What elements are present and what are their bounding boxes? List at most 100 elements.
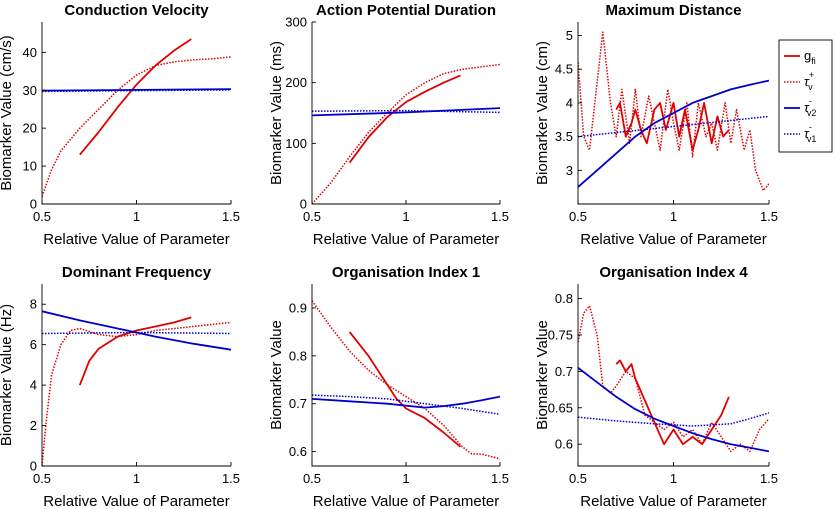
y-tick-label: 40 xyxy=(23,45,37,60)
x-tick-label: 0.5 xyxy=(303,209,321,224)
series-line-g-fi xyxy=(348,331,462,448)
y-tick-label: 300 xyxy=(285,15,307,30)
x-tick-label: 1.5 xyxy=(222,471,240,486)
y-tick-label: 4.5 xyxy=(555,62,573,77)
y-axis-label: Biomarker Value (cm/s) xyxy=(0,35,15,191)
series-line-tau-v2-minus xyxy=(578,366,769,453)
x-axis-label: Relative Value of Parameter xyxy=(43,231,229,248)
chart-panel-dominant-frequency: 0.5 1 1.5 0 2 4 6 8 Dominant Frequency Relative V… xyxy=(0,264,240,509)
x-axis-label: Relative Value of Parameter xyxy=(580,493,766,509)
chart-title: Organisation Index 1 xyxy=(332,264,480,281)
chart-panel-conduction-velocity: 0.5 1 1.5 0 10 20 30 40 Conduction Velocity Relat… xyxy=(0,2,240,248)
series-line-tau-v1-minus xyxy=(578,412,769,427)
chart-panel-maximum-distance: 0.5 1 1.5 3 3.5 4 4.5 5 Maximum Distance Relative… xyxy=(534,2,778,248)
y-tick-label: 0 xyxy=(30,459,37,474)
series-line-tau-v-plus xyxy=(42,321,231,466)
y-tick-label: 30 xyxy=(23,83,37,98)
y-tick-label: 4 xyxy=(30,378,37,393)
y-axis-label: Biomarker Value (ms) xyxy=(268,41,285,185)
x-tick-label: 0.5 xyxy=(303,471,321,486)
y-tick-label: 20 xyxy=(23,121,37,136)
series-line-tau-v2-minus xyxy=(312,107,500,117)
x-tick-label: 1.5 xyxy=(491,471,509,486)
chart-panel-organisation-index-4: 0.5 1 1.5 0.6 0.65 0.7 0.75 0.8 Organisation Ind… xyxy=(534,264,778,509)
chart-title: Organisation Index 4 xyxy=(599,264,748,281)
series-line-tau-v1-minus xyxy=(312,394,500,416)
x-tick-label: 1 xyxy=(402,209,409,224)
x-tick-label: 1.5 xyxy=(760,209,778,224)
y-tick-label: 0 xyxy=(300,197,307,212)
series-line-tau-v-plus xyxy=(578,31,769,192)
series-line-tau-v2-minus xyxy=(42,88,231,92)
series-line-g-fi xyxy=(615,102,730,152)
chart-title: Conduction Velocity xyxy=(64,2,209,19)
series-line-g-fi xyxy=(615,359,730,446)
legend-item-tau-v-plus: τ+ v xyxy=(784,70,814,92)
x-tick-label: 1.5 xyxy=(222,209,240,224)
y-tick-label: 0.75 xyxy=(548,327,573,342)
chart-title: Maximum Distance xyxy=(606,2,742,19)
x-tick-label: 1 xyxy=(133,471,140,486)
series-line-g-fi xyxy=(79,38,192,156)
legend-label-g-fi: gfi xyxy=(804,48,816,66)
legend-label-tau-v2-minus: τ-v2 xyxy=(804,96,816,118)
x-tick-label: 1.5 xyxy=(760,471,778,486)
y-tick-label: 0 xyxy=(30,197,37,212)
series-line-tau-v2-minus xyxy=(578,79,769,188)
series-line-tau-v-plus xyxy=(42,56,231,197)
legend-item-tau-v1-minus: τ-v1 xyxy=(784,122,816,144)
x-tick-label: 1 xyxy=(670,471,677,486)
y-tick-label: 0.65 xyxy=(548,400,573,415)
x-tick-label: 1.5 xyxy=(491,209,509,224)
chart-panel-action-potential-duration: 0.5 1 1.5 0 100 200 300 Action Potential Durati… xyxy=(268,2,509,248)
y-axis-label: Biomarker Value (Hz) xyxy=(0,304,15,446)
x-axis-label: Relative Value of Parameter xyxy=(43,493,229,509)
x-tick-label: 0.5 xyxy=(569,471,587,486)
x-axis-label: Relative Value of Parameter xyxy=(580,231,766,248)
series-line-tau-v1-minus xyxy=(578,115,769,138)
x-tick-label: 0.5 xyxy=(33,209,51,224)
series-line-tau-v-plus xyxy=(578,305,769,453)
y-tick-label: 100 xyxy=(285,136,307,151)
y-tick-label: 10 xyxy=(23,159,37,174)
x-tick-label: 1 xyxy=(402,471,409,486)
chart-title: Action Potential Duration xyxy=(316,2,496,19)
x-tick-label: 0.5 xyxy=(33,471,51,486)
y-tick-label: 8 xyxy=(30,297,37,312)
y-tick-label: 6 xyxy=(30,337,37,352)
y-axis-label: Biomarker Value xyxy=(534,320,551,430)
legend-label-tau-v-plus: τ+ v xyxy=(804,70,814,92)
y-tick-label: 5 xyxy=(566,28,573,43)
x-tick-label: 1 xyxy=(670,209,677,224)
y-tick-label: 200 xyxy=(285,75,307,90)
series-line-g-fi xyxy=(78,316,192,386)
legend-item-tau-v2-minus: τ-v2 xyxy=(784,96,816,118)
x-tick-label: 0.5 xyxy=(569,209,587,224)
series-line-tau-v-plus xyxy=(312,300,500,460)
y-tick-label: 0.6 xyxy=(289,444,307,459)
series-line-tau-v2-minus xyxy=(42,310,231,351)
x-axis-label: Relative Value of Parameter xyxy=(313,493,499,509)
legend-label-tau-v1-minus: τ-v1 xyxy=(804,122,816,144)
y-tick-label: 2 xyxy=(30,418,37,433)
y-tick-label: 0.7 xyxy=(555,364,573,379)
y-tick-label: 0.8 xyxy=(555,291,573,306)
chart-title: Dominant Frequency xyxy=(62,264,212,281)
y-tick-label: 0.9 xyxy=(289,300,307,315)
chart-panel-organisation-index-1: 0.5 1 1.5 0.6 0.7 0.8 0.9 Organisation Index 1 R… xyxy=(268,264,509,509)
legend: gfi τ+ v τ-v2 τ-v1 xyxy=(778,39,833,153)
x-axis-label: Relative Value of Parameter xyxy=(313,231,499,248)
x-tick-label: 1 xyxy=(133,209,140,224)
y-tick-label: 0.7 xyxy=(289,396,307,411)
series-line-tau-v1-minus xyxy=(312,109,500,114)
y-tick-label: 3 xyxy=(566,163,573,178)
series-line-tau-v2-minus xyxy=(312,395,500,409)
y-axis-label: Biomarker Value (cm) xyxy=(534,41,551,185)
series-line-g-fi xyxy=(348,74,461,164)
y-tick-label: 4 xyxy=(566,95,573,110)
series-line-tau-v-plus xyxy=(312,63,500,204)
legend-item-g-fi: gfi xyxy=(784,48,816,66)
y-tick-label: 0.8 xyxy=(289,348,307,363)
y-tick-label: 3.5 xyxy=(555,129,573,144)
